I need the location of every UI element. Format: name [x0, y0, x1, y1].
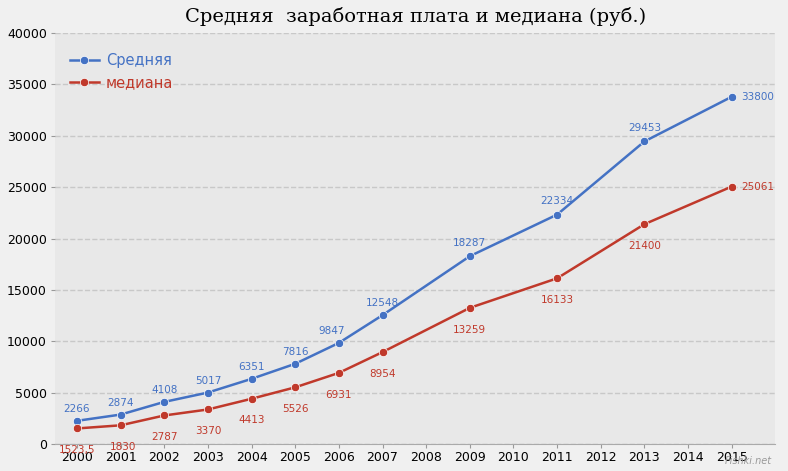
медиана: [640, 221, 649, 227]
Text: 6351: 6351: [238, 362, 265, 372]
медиана: [72, 426, 82, 431]
Средняя: [72, 418, 82, 423]
Средняя: [377, 312, 387, 318]
Text: 21400: 21400: [628, 241, 661, 251]
Text: 25061: 25061: [742, 182, 775, 192]
Средняя: [116, 412, 125, 417]
медиана: [465, 305, 474, 311]
Средняя: [640, 138, 649, 144]
Text: 18287: 18287: [453, 238, 486, 248]
Text: 13259: 13259: [453, 325, 486, 334]
медиана: [334, 370, 344, 376]
Средняя: [552, 212, 562, 218]
Text: 2266: 2266: [64, 404, 91, 414]
Text: 29453: 29453: [628, 123, 661, 133]
Text: 6931: 6931: [325, 390, 352, 399]
медиана: [203, 406, 213, 412]
Text: 8954: 8954: [370, 369, 396, 379]
Legend: Средняя, медиана: Средняя, медиана: [69, 53, 173, 90]
Средняя: [291, 361, 300, 366]
Text: Fishki.net: Fishki.net: [725, 456, 772, 466]
Text: 7816: 7816: [282, 347, 308, 357]
Line: Средняя: Средняя: [72, 93, 736, 425]
Text: 4413: 4413: [238, 415, 265, 425]
медиана: [291, 384, 300, 390]
Средняя: [159, 399, 169, 405]
медиана: [377, 349, 387, 355]
Line: медиана: медиана: [72, 182, 736, 433]
Title: Средняя  заработная плата и медиана (руб.): Средняя заработная плата и медиана (руб.…: [184, 7, 646, 26]
Средняя: [727, 94, 737, 99]
Text: 33800: 33800: [742, 92, 775, 102]
Text: 3370: 3370: [195, 426, 221, 436]
Средняя: [465, 253, 474, 259]
Text: 4108: 4108: [151, 385, 177, 395]
медиана: [552, 276, 562, 281]
Text: 22334: 22334: [541, 196, 574, 206]
Средняя: [203, 390, 213, 395]
Text: 9847: 9847: [318, 326, 345, 336]
Text: 1830: 1830: [110, 442, 136, 452]
медиана: [159, 413, 169, 418]
Text: 1523,5: 1523,5: [59, 445, 95, 455]
Text: 16133: 16133: [541, 295, 574, 305]
медиана: [247, 396, 256, 402]
медиана: [727, 184, 737, 189]
Text: 5526: 5526: [282, 404, 308, 414]
Средняя: [247, 376, 256, 382]
медиана: [116, 422, 125, 428]
Text: 2874: 2874: [107, 398, 134, 407]
Средняя: [334, 340, 344, 346]
Text: 5017: 5017: [195, 375, 221, 386]
Text: 2787: 2787: [151, 432, 177, 442]
Text: 12548: 12548: [366, 298, 399, 308]
